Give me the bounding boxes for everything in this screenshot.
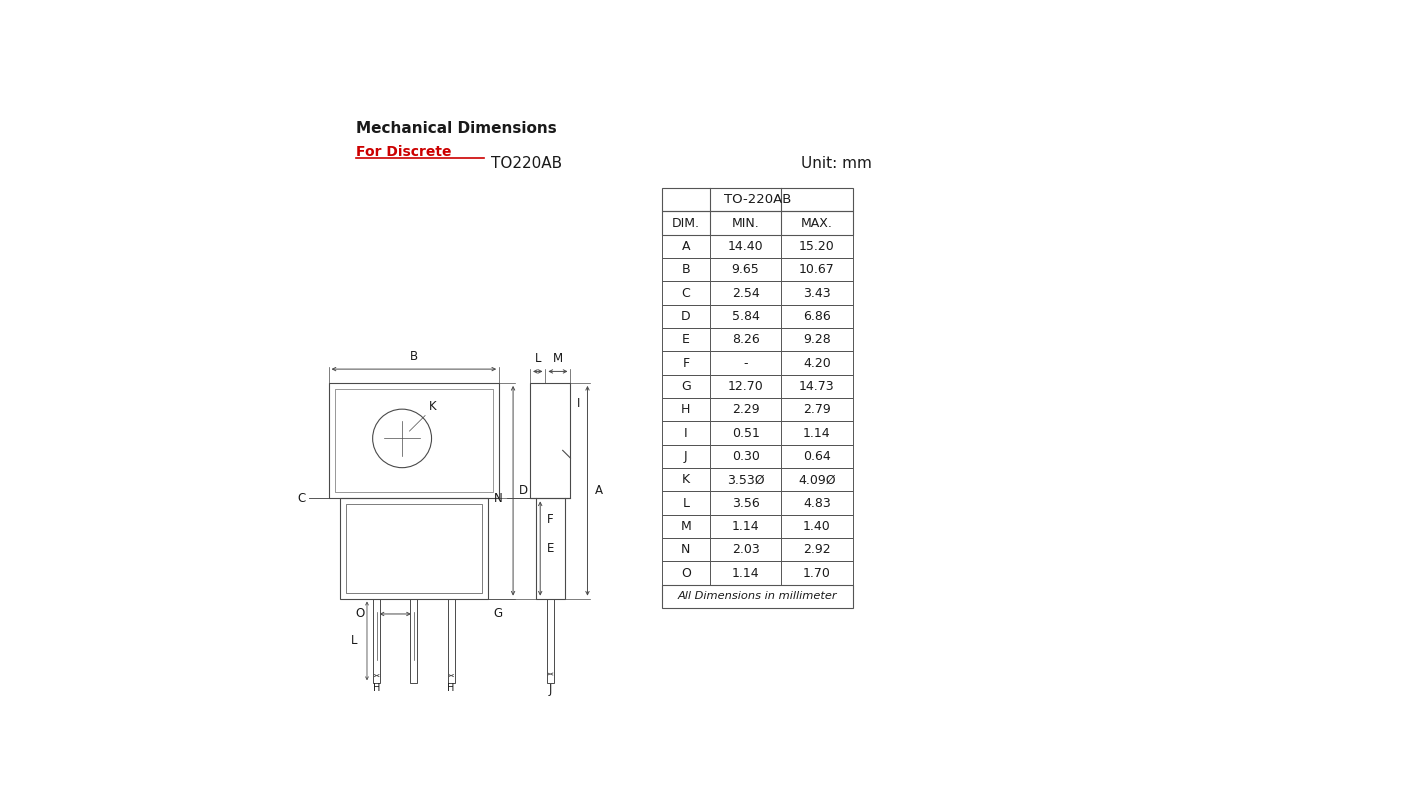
- Bar: [328, 383, 498, 499]
- Text: D: D: [682, 310, 690, 323]
- Bar: [662, 538, 852, 562]
- Text: 5.84: 5.84: [731, 310, 760, 323]
- Text: E: E: [682, 334, 690, 346]
- Text: 0.30: 0.30: [731, 450, 760, 463]
- Bar: [662, 421, 852, 444]
- Text: 3.53Ø: 3.53Ø: [727, 473, 764, 486]
- Text: F: F: [547, 513, 552, 526]
- Text: 4.20: 4.20: [802, 357, 831, 369]
- Text: 2.29: 2.29: [731, 403, 760, 417]
- Text: H: H: [682, 403, 690, 417]
- Text: 4.83: 4.83: [802, 496, 831, 510]
- Text: -: -: [743, 357, 748, 369]
- Text: C: C: [297, 492, 305, 505]
- Text: N: N: [494, 492, 503, 505]
- Text: MAX.: MAX.: [801, 216, 832, 230]
- Text: A: A: [682, 240, 690, 253]
- Text: 10.67: 10.67: [799, 263, 835, 276]
- Text: All Dimensions in millimeter: All Dimensions in millimeter: [677, 591, 836, 602]
- Text: I: I: [577, 397, 579, 410]
- Bar: [662, 188, 852, 211]
- Text: TO220AB: TO220AB: [491, 156, 562, 171]
- Text: 2.92: 2.92: [804, 543, 831, 556]
- Text: 2.79: 2.79: [802, 403, 831, 417]
- Bar: [341, 499, 487, 598]
- Text: 1.14: 1.14: [731, 567, 760, 579]
- Bar: [662, 328, 852, 351]
- Text: M: M: [552, 352, 562, 365]
- Text: DIM.: DIM.: [672, 216, 700, 230]
- Bar: [662, 351, 852, 375]
- Text: O: O: [356, 607, 365, 621]
- Text: 14.73: 14.73: [799, 380, 835, 393]
- Bar: [530, 383, 571, 499]
- Text: B: B: [682, 263, 690, 276]
- Text: Unit: mm: Unit: mm: [801, 156, 872, 171]
- Text: A: A: [595, 484, 604, 497]
- Text: K: K: [682, 473, 690, 486]
- Bar: [547, 598, 554, 683]
- Bar: [662, 492, 852, 515]
- Text: 4.09Ø: 4.09Ø: [798, 473, 836, 486]
- Text: 0.51: 0.51: [731, 427, 760, 440]
- Text: M: M: [680, 520, 692, 533]
- Text: For Discrete: For Discrete: [356, 145, 452, 159]
- Text: H: H: [447, 683, 454, 693]
- Bar: [662, 375, 852, 398]
- Text: 1.14: 1.14: [731, 520, 760, 533]
- Text: L: L: [683, 496, 689, 510]
- Bar: [373, 598, 381, 683]
- Text: G: G: [493, 607, 503, 621]
- Text: I: I: [684, 427, 687, 440]
- Text: J: J: [548, 683, 552, 697]
- Text: 9.28: 9.28: [802, 334, 831, 346]
- Text: 12.70: 12.70: [727, 380, 764, 393]
- Text: 3.56: 3.56: [731, 496, 760, 510]
- Bar: [662, 444, 852, 468]
- Text: K: K: [429, 401, 436, 413]
- Text: N: N: [682, 543, 690, 556]
- Text: L: L: [351, 634, 358, 647]
- Bar: [410, 598, 417, 683]
- Text: 0.64: 0.64: [802, 450, 831, 463]
- Bar: [345, 504, 481, 593]
- Text: 9.65: 9.65: [731, 263, 760, 276]
- Text: L: L: [534, 352, 541, 365]
- Text: 15.20: 15.20: [799, 240, 835, 253]
- Text: MIN.: MIN.: [731, 216, 760, 230]
- Text: J: J: [684, 450, 687, 463]
- Bar: [447, 598, 454, 683]
- Bar: [335, 389, 493, 492]
- Text: B: B: [410, 350, 417, 363]
- Text: F: F: [683, 357, 690, 369]
- Bar: [662, 398, 852, 421]
- Text: Mechanical Dimensions: Mechanical Dimensions: [356, 121, 557, 136]
- Text: D: D: [520, 484, 528, 497]
- Text: 6.86: 6.86: [802, 310, 831, 323]
- Bar: [662, 235, 852, 259]
- Bar: [662, 211, 852, 235]
- Bar: [662, 515, 852, 538]
- Text: C: C: [682, 286, 690, 300]
- Text: 1.14: 1.14: [804, 427, 831, 440]
- Text: TO-220AB: TO-220AB: [724, 193, 791, 207]
- Text: H: H: [373, 683, 381, 693]
- Text: 2.54: 2.54: [731, 286, 760, 300]
- Bar: [662, 282, 852, 305]
- Text: E: E: [547, 542, 554, 555]
- Text: 8.26: 8.26: [731, 334, 760, 346]
- Text: 14.40: 14.40: [728, 240, 764, 253]
- Bar: [662, 562, 852, 585]
- Text: G: G: [682, 380, 690, 393]
- Text: 1.40: 1.40: [802, 520, 831, 533]
- Text: 2.03: 2.03: [731, 543, 760, 556]
- Bar: [662, 258, 852, 282]
- Text: O: O: [682, 567, 692, 579]
- Text: 1.70: 1.70: [802, 567, 831, 579]
- Text: 3.43: 3.43: [804, 286, 831, 300]
- Bar: [662, 305, 852, 328]
- Bar: [662, 468, 852, 492]
- Bar: [662, 585, 852, 608]
- Bar: [535, 499, 565, 598]
